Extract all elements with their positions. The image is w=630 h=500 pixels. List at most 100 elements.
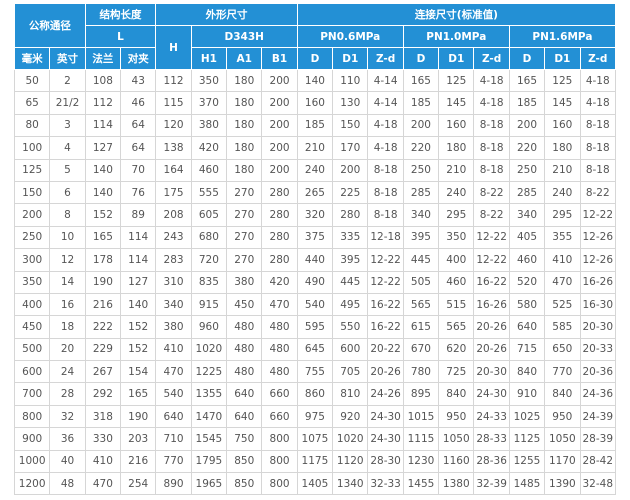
table-cell: 420 — [261, 270, 298, 294]
table-cell: 640 — [508, 315, 546, 339]
table-cell: 28-33 — [473, 427, 510, 451]
table-cell: 28 — [49, 382, 86, 406]
table-cell: 270 — [226, 225, 263, 250]
table-cell: 355 — [544, 225, 581, 250]
table-cell: 770 — [155, 449, 192, 474]
table-cell: 470 — [544, 270, 581, 294]
table-cell: 280 — [261, 248, 298, 272]
table-cell: 64 — [120, 136, 157, 160]
table-cell: 270 — [226, 248, 263, 272]
table-cell: 900 — [13, 427, 51, 451]
table-cell: 8-18 — [367, 203, 404, 227]
table-row: 900 36 330 203 710 1545 750 800 1075 1020 24-30 111… — [13, 427, 616, 451]
table-cell: 28-30 — [367, 449, 404, 474]
table-row: 100 4 127 64 138 420 180 200 210 170 4-18 220 180 8-1… — [13, 136, 616, 160]
table-row: 700 28 292 165 540 1355 640 660 860 810 24-26 895 84… — [13, 382, 616, 406]
table-cell: 152 — [84, 203, 122, 227]
table-cell: 150 — [332, 113, 369, 138]
table-cell: 20-36 — [579, 360, 616, 384]
table-cell: 470 — [155, 360, 192, 384]
table-cell: 180 — [438, 136, 475, 160]
table-row: 150 6 140 76 175 555 270 280 265 225 8-18 285 240 8-2… — [13, 180, 616, 205]
table-cell: 920 — [332, 404, 369, 429]
table-cell: 500 — [13, 337, 51, 362]
table-cell: 310 — [155, 270, 192, 294]
table-cell: 1125 — [508, 427, 546, 451]
table-cell: 140 — [296, 68, 334, 93]
table-cell: 715 — [508, 337, 546, 362]
table-cell: 190 — [84, 270, 122, 294]
table-cell: 125 — [438, 68, 475, 93]
table-cell: 145 — [544, 91, 581, 115]
table-cell: 375 — [296, 225, 334, 250]
table-cell: 1485 — [508, 472, 546, 496]
table-cell: 4-18 — [367, 136, 404, 160]
table-cell: 180 — [226, 91, 263, 115]
table-cell: 280 — [261, 180, 298, 205]
table-cell: 840 — [438, 382, 475, 406]
table-cell: 185 — [296, 113, 334, 138]
table-cell: 960 — [190, 315, 228, 339]
table-cell: 28-36 — [473, 449, 510, 474]
table-cell: 46 — [120, 91, 157, 115]
table-cell: 1405 — [296, 472, 334, 496]
table-cell: 12-22 — [579, 203, 616, 227]
table-cell: 32 — [49, 404, 86, 429]
header-cell: D1 — [544, 47, 581, 70]
table-cell: 8-18 — [579, 136, 616, 160]
header-cell: 连接尺寸(标准值) — [296, 3, 617, 26]
table-cell: 114 — [120, 248, 157, 272]
table-cell: 6 — [49, 180, 86, 205]
table-cell: 490 — [296, 270, 334, 294]
table-cell: 12-22 — [473, 225, 510, 250]
table-cell: 180 — [544, 136, 581, 160]
header-cell: Z-d — [367, 47, 404, 70]
header-cell: 外形尺寸 — [155, 3, 298, 26]
table-cell: 160 — [544, 113, 581, 138]
table-cell: 138 — [155, 136, 192, 160]
table-cell: 127 — [120, 270, 157, 294]
table-cell: 108 — [84, 68, 122, 93]
table-cell: 550 — [332, 315, 369, 339]
table-cell: 140 — [84, 158, 122, 182]
header-cell: D — [296, 47, 334, 70]
table-cell: 200 — [402, 113, 440, 138]
table-cell: 12 — [49, 248, 86, 272]
table-cell: 280 — [332, 203, 369, 227]
table-cell: 8-18 — [367, 180, 404, 205]
table-cell: 16-22 — [367, 292, 404, 317]
table-row: 250 10 165 114 243 680 270 280 375 335 12-18 395 350… — [13, 225, 616, 250]
table-body: 50 2 108 43 112 350 180 200 140 110 4-14 165 125 4-18… — [13, 68, 616, 496]
table-cell: 200 — [261, 113, 298, 138]
table-cell: 4-18 — [579, 68, 616, 93]
table-cell: 180 — [226, 136, 263, 160]
header-cell: PN1.0MPa — [402, 25, 510, 48]
table-cell: 165 — [120, 382, 157, 406]
table-cell: 650 — [544, 337, 581, 362]
table-cell: 420 — [190, 136, 228, 160]
table-cell: 810 — [332, 382, 369, 406]
table-cell: 89 — [120, 203, 157, 227]
table-cell: 24-30 — [367, 404, 404, 429]
table-cell: 330 — [84, 427, 122, 451]
table-cell: 700 — [13, 382, 51, 406]
table-cell: 18 — [49, 315, 86, 339]
table-cell: 120 — [155, 113, 192, 138]
table-cell: 225 — [332, 180, 369, 205]
table-cell: 640 — [226, 404, 263, 429]
table-cell: 480 — [261, 315, 298, 339]
table-cell: 505 — [402, 270, 440, 294]
table-cell: 12-22 — [367, 270, 404, 294]
table-cell: 4-18 — [473, 68, 510, 93]
header-cell: PN0.6MPa — [296, 25, 404, 48]
table-cell: 565 — [438, 315, 475, 339]
table-cell: 24-30 — [473, 382, 510, 406]
table-cell: 540 — [296, 292, 334, 317]
table-cell: 860 — [296, 382, 334, 406]
table-cell: 320 — [296, 203, 334, 227]
table-cell: 115 — [155, 91, 192, 115]
table-cell: 680 — [190, 225, 228, 250]
header-cell: H1 — [190, 47, 228, 70]
table-cell: 4-14 — [367, 91, 404, 115]
